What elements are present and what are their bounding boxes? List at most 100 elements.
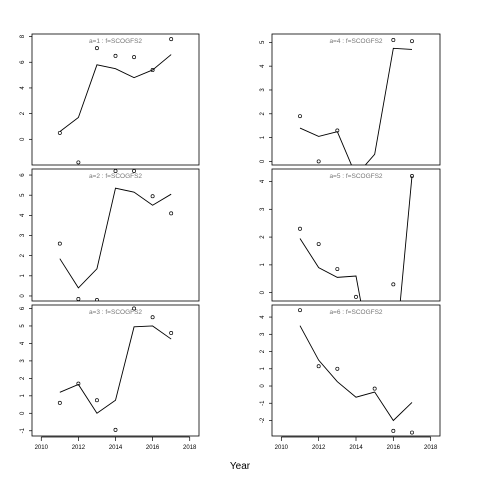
observed-point [391,428,396,433]
observed-point [354,196,357,199]
observed-point [169,37,174,42]
observed-point [57,130,62,135]
y-tick-label: 3 [260,332,266,336]
observed-point [113,53,118,58]
y-tick-label: 3 [260,88,266,92]
observed-point [373,374,376,377]
observed-point [94,298,99,301]
y-tick-label: 1 [20,273,26,277]
observed-point [57,241,62,246]
panel-2: a=2 : f=SCOGFS2 0 1 2 3 4 5 6 [20,168,200,302]
observed-point [150,68,155,72]
observed-point [354,294,358,299]
observed-point [316,364,321,369]
x-tick-label: 2012 [72,445,86,451]
x-axis-title: Year [230,461,251,472]
observed-point [76,381,81,386]
y-tick-label: 1 [260,366,266,370]
panel-6: a=6 : f=SCOGFS2 -2 -1 0 1 2 3 4 2010 2012 2014 2016… [260,304,441,456]
observed-point [410,39,414,44]
observed-point [410,430,414,435]
observed-point [335,366,340,371]
observed-point [335,128,340,133]
observed-point [169,330,174,335]
observed-point [372,386,377,391]
x-tick-label: 2010 [35,445,49,451]
y-tick-label: 5 [20,193,26,197]
x-tick-label: 2012 [312,445,326,451]
panel-frame [31,168,200,302]
y-tick-label: -2 [260,417,266,423]
y-tick-label: 2 [20,253,26,257]
x-tick-label: 2016 [146,445,160,451]
x-tick-label: 2016 [387,445,401,451]
panel-frame [31,304,200,437]
panel-frame [31,33,200,166]
observed-point [410,173,414,178]
y-tick-label: 3 [20,359,26,363]
observed-point [113,427,118,432]
observed-point [391,282,396,287]
observed-point [316,242,321,246]
x-tick-label: 2014 [349,445,363,451]
panel-frame [271,33,441,166]
observed-point [316,159,321,164]
y-tick-label: 2 [260,111,266,115]
panel-1: a=1 : f=SCOGFS2 0 2 4 6 8 [20,33,200,166]
observed-point [354,453,357,456]
y-tick-label: 0 [20,137,26,141]
y-tick-label: 2 [20,111,26,115]
observed-point [150,194,155,199]
fitted-line [59,54,172,132]
panel-3: a=3 : f=SCOGFS2 -1 0 1 2 3 4 5 6 2010 2012 2014 2016… [20,304,200,451]
observed-point [298,308,302,313]
y-tick-label: 5 [20,324,26,328]
panel-strip-label: a=6 : f=SCOGFS2 [329,309,382,316]
y-tick-label: 3 [20,233,26,237]
y-tick-label: 4 [20,213,26,217]
y-tick-label: 5 [260,40,266,44]
observed-point [298,226,302,231]
panel-4: a=4 : f=SCOGFS2 0 1 2 3 4 5 [260,33,441,199]
fitted-line [299,325,413,422]
observed-point [335,267,340,271]
y-tick-label: 2 [20,376,26,380]
y-tick-label: 1 [260,135,266,139]
panel-frame [271,304,441,437]
y-tick-label: -1 [260,400,266,406]
y-tick-label: 4 [260,64,266,68]
observed-point [298,114,302,119]
observed-point [132,169,137,173]
panel-strip-label: a=1 : f=SCOGFS2 [89,38,142,45]
y-tick-label: 8 [20,34,26,38]
observed-point [57,400,62,405]
y-tick-label: 4 [20,341,26,345]
panel-strip-label: a=2 : f=SCOGFS2 [89,173,142,180]
y-tick-label: 0 [260,384,266,388]
observed-point [391,38,396,42]
fitted-line [59,325,172,414]
y-tick-label: 0 [20,294,26,298]
y-tick-label: 6 [20,60,26,64]
y-tick-label: 6 [20,173,26,177]
y-tick-label: 0 [260,159,266,163]
y-tick-label: 2 [260,349,266,353]
y-tick-label: -1 [20,427,26,433]
y-tick-label: 2 [260,235,266,239]
y-tick-label: 0 [20,411,26,415]
fitted-line [299,175,413,301]
observed-point [94,46,99,51]
y-tick-label: 4 [260,179,266,183]
y-tick-label: 1 [20,393,26,397]
panel-strip-label: a=5 : f=SCOGFS2 [329,173,382,180]
observed-point [150,315,155,320]
fitted-line [59,187,172,289]
y-tick-label: 4 [20,86,26,90]
panel-5: a=5 : f=SCOGFS2 0 1 2 3 4 [260,168,441,377]
y-tick-label: 1 [260,263,266,267]
x-tick-label: 2014 [109,445,123,451]
panel-strip-label: a=4 : f=SCOGFS2 [329,38,382,45]
observed-point [76,297,81,301]
y-tick-label: 3 [260,207,266,211]
observed-point [132,55,137,60]
